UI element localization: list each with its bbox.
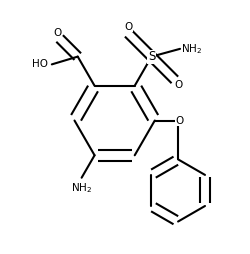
- Text: HO: HO: [32, 59, 48, 69]
- Text: NH$_2$: NH$_2$: [181, 42, 203, 56]
- Text: O: O: [53, 28, 61, 38]
- Text: O: O: [175, 116, 184, 125]
- Text: NH$_2$: NH$_2$: [71, 182, 92, 195]
- Text: O: O: [174, 80, 183, 90]
- Text: O: O: [124, 22, 132, 32]
- Text: S: S: [148, 50, 155, 63]
